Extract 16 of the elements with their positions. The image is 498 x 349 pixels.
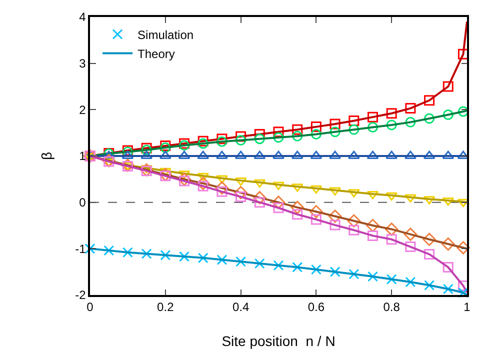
y-tick-label: 4 — [79, 10, 86, 24]
y-tick-label: 2 — [79, 102, 86, 117]
y-tick-label: -1 — [75, 242, 86, 256]
legend-label: Simulation — [138, 28, 194, 42]
y-tick-label: -2 — [75, 288, 86, 302]
y-tick-label: 0 — [79, 196, 86, 210]
x-tick-label: 0.2 — [157, 300, 174, 314]
y-tick-label: 3 — [79, 56, 86, 71]
legend-label: Theory — [138, 46, 175, 61]
y-tick-label: 1 — [79, 149, 86, 164]
x-tick-label: 0.8 — [383, 300, 400, 314]
x-tick-label: 0.4 — [232, 300, 250, 314]
x-axis-title: Site position n / N — [222, 333, 336, 349]
y-axis-title: β — [38, 152, 54, 160]
x-tick-label: 0.6 — [308, 300, 325, 314]
x-tick-label: 1 — [464, 300, 471, 314]
